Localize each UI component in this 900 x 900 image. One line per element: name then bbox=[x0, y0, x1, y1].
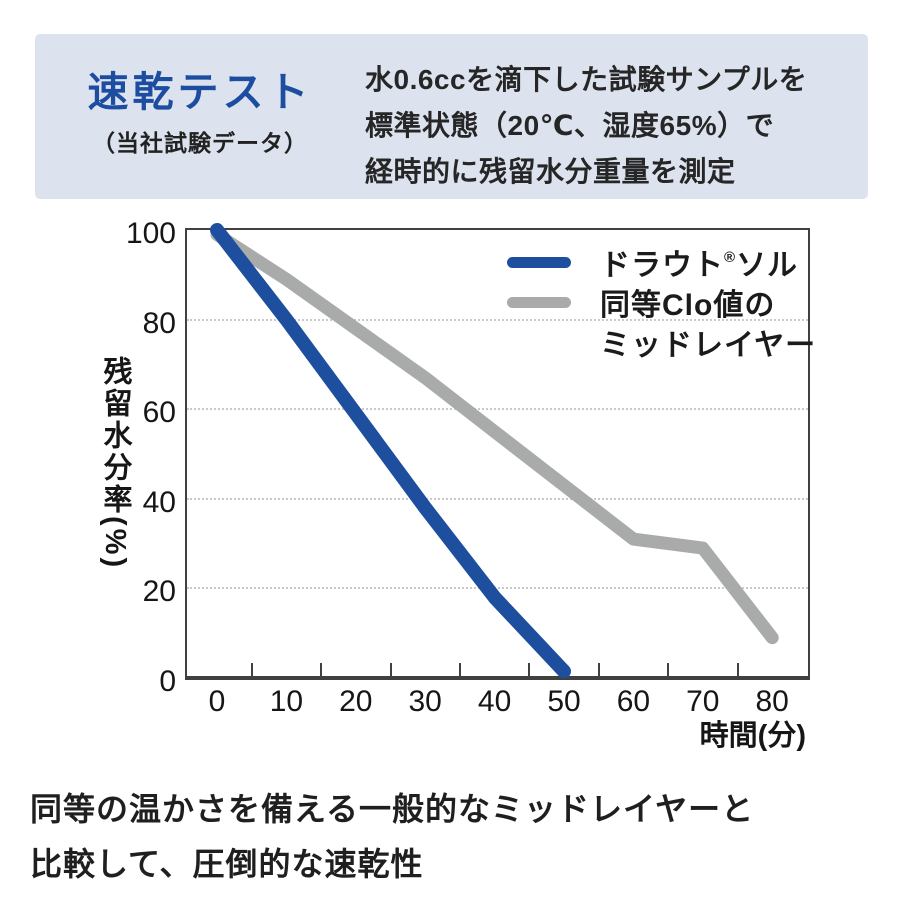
x-axis-tick bbox=[736, 663, 739, 676]
description-line-3: 経時的に残留水分重量を測定 bbox=[365, 156, 736, 187]
legend-swatch-midlayer bbox=[507, 296, 571, 308]
caption: 同等の温かさを備える一般的なミッドレイヤーと 比較して、圧倒的な速乾性 bbox=[30, 782, 754, 892]
y-tick-label-60: 60 bbox=[142, 396, 176, 430]
x-axis-tick bbox=[320, 663, 323, 676]
registered-trademark-icon: ® bbox=[724, 249, 737, 266]
y-gridline-80 bbox=[187, 318, 808, 321]
chart-subtitle: （当社試験データ） bbox=[92, 130, 308, 157]
y-gridline-40 bbox=[187, 497, 808, 500]
x-axis-tick bbox=[250, 663, 253, 676]
chart-title: 速乾テスト bbox=[87, 69, 313, 115]
legend-swatch-drout bbox=[507, 256, 571, 268]
legend-label-drout: ドラウト®ソル bbox=[600, 249, 799, 282]
caption-line-1: 同等の温かさを備える一般的なミッドレイヤーと bbox=[30, 791, 755, 827]
x-tick-label-50: 50 bbox=[547, 685, 581, 718]
y-axis-title: 残留水分率(%) bbox=[99, 356, 131, 571]
legend: ドラウト®ソル 同等Clo値の ミッドレイヤー bbox=[507, 242, 816, 362]
legend-label-midlayer-line2: ミッドレイヤー bbox=[600, 329, 817, 362]
header-title-block: 速乾テスト （当社試験データ） bbox=[35, 34, 365, 199]
y-tick-label-100: 100 bbox=[125, 217, 176, 250]
x-tick-label-70: 70 bbox=[686, 685, 720, 718]
y-gridline-60 bbox=[187, 408, 808, 411]
x-tick-label-20: 20 bbox=[339, 685, 373, 718]
x-axis-tick bbox=[667, 663, 670, 676]
legend-label-midlayer-line1: 同等Clo値の bbox=[600, 289, 776, 322]
x-axis-tick bbox=[528, 663, 531, 676]
y-tick-label-40: 40 bbox=[142, 485, 176, 519]
legend-item-midlayer: 同等Clo値の bbox=[507, 282, 816, 322]
x-axis-tick bbox=[597, 663, 600, 676]
caption-line-2: 比較して、圧倒的な速乾性 bbox=[30, 846, 424, 882]
y-tick-label-0: 0 bbox=[159, 665, 176, 698]
x-axis-tick bbox=[458, 663, 461, 676]
x-tick-label-40: 40 bbox=[477, 685, 512, 718]
description-line-1: 水0.6ccを滴下した試験サンプルを bbox=[365, 64, 808, 95]
plot-area: ドラウト®ソル 同等Clo値の ミッドレイヤー bbox=[185, 223, 815, 680]
x-tick-label-60: 60 bbox=[616, 685, 651, 718]
y-tick-label-20: 20 bbox=[142, 575, 176, 609]
y-tick-label-80: 80 bbox=[142, 306, 176, 340]
series-line bbox=[210, 223, 571, 679]
series-line bbox=[210, 228, 779, 645]
description-line-2: 標準状態（20℃、湿度65%）で bbox=[365, 110, 775, 141]
x-tick-label-0: 0 bbox=[208, 685, 226, 718]
x-axis-tick bbox=[389, 663, 392, 676]
legend-spacer bbox=[507, 337, 571, 348]
header-panel: 速乾テスト （当社試験データ） 水0.6ccを滴下した試験サンプルを 標準状態（… bbox=[35, 34, 868, 199]
x-tick-label-80: 80 bbox=[755, 685, 789, 718]
x-tick-label-10: 10 bbox=[269, 685, 304, 718]
x-axis-title: 時間(分) bbox=[699, 720, 806, 752]
test-description: 水0.6ccを滴下した試験サンプルを 標準状態（20℃、湿度65%）で 経時的に… bbox=[365, 34, 807, 199]
y-gridline-20 bbox=[187, 587, 808, 590]
line-series-canvas bbox=[210, 223, 779, 679]
legend-item-drout: ドラウト®ソル bbox=[507, 242, 816, 282]
x-tick-label-30: 30 bbox=[408, 685, 442, 718]
legend-item-midlayer-cont: ミッドレイヤー bbox=[507, 322, 816, 362]
